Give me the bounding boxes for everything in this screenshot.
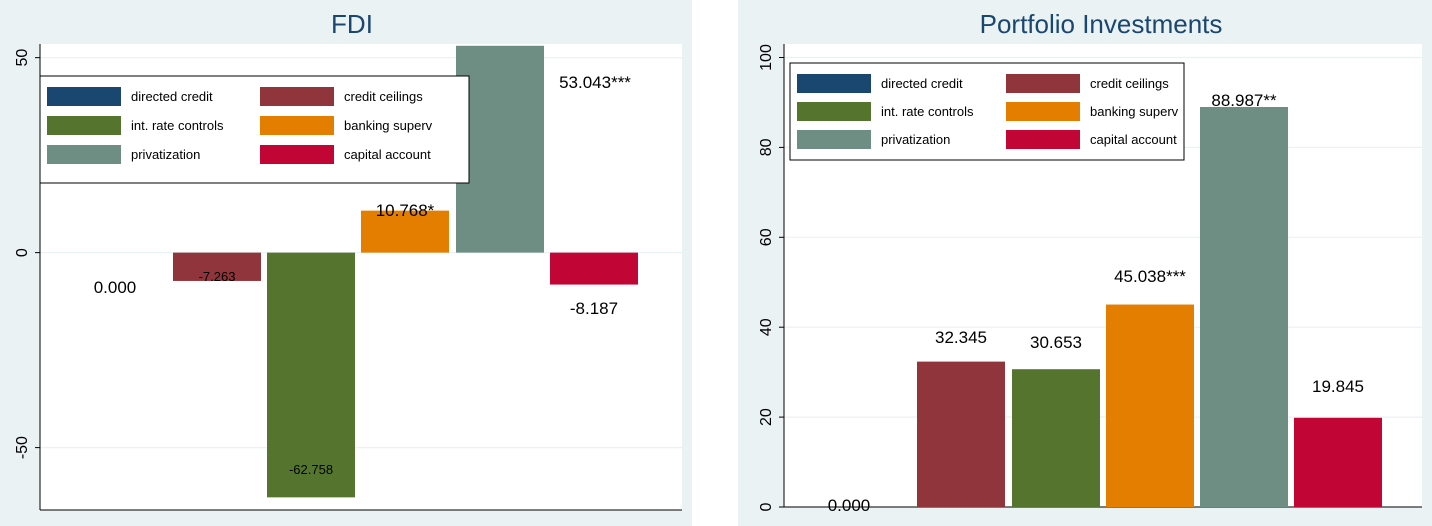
bar-value-label: 10.768* [376,201,435,220]
bar-value-label: -8.187 [570,299,618,318]
legend-label: int. rate controls [131,118,224,133]
bar-value-label: 0.000 [94,278,137,297]
bar-value-label: 30.653 [1030,333,1082,352]
bar [267,252,355,498]
bar [1200,106,1288,507]
y-tick-label: 0 [14,248,31,257]
bar [1012,369,1100,507]
legend-swatch [797,102,871,121]
chart-title: Portfolio Investments [980,9,1223,39]
legend-swatch [1006,102,1080,121]
y-tick-label: 60 [758,228,775,246]
legend-label: capital account [344,147,431,162]
bar [173,252,261,281]
bar-value-label: 0.000 [828,496,871,515]
legend-label: int. rate controls [881,104,974,119]
legend-swatch [797,130,871,149]
legend-label: privatization [881,132,950,147]
legend-swatch [797,74,871,93]
bar-value-label: -7.263 [199,269,236,284]
legend-label: banking superv [344,118,433,133]
bar [1106,304,1194,507]
legend-swatch [1006,130,1080,149]
y-tick-label: 100 [758,44,775,71]
bar [361,210,449,253]
legend-label: directed credit [881,76,963,91]
fdi-chart-svg: FDI -50 0 50 0.000 -7.263 -62.758 10.768* 53.043… [14,9,682,511]
legend-swatch [47,116,121,135]
legend-label: credit ceilings [1090,76,1169,91]
legend-label: capital account [1090,132,1177,147]
bar-value-label: 19.845 [1312,377,1364,396]
y-tick-label: 80 [758,138,775,156]
legend-swatch [1006,74,1080,93]
y-tick-label: 20 [758,408,775,426]
y-tick-label: -50 [14,436,31,459]
chart-panel-portfolio: Portfolio Investments 0 20 40 60 80 100 0.000 32… [738,0,1432,526]
bar-value-label: 88.987** [1211,91,1277,110]
legend-label: credit ceilings [344,89,423,104]
legend-label: privatization [131,147,200,162]
legend-swatch [260,116,334,135]
legend-swatch [47,87,121,106]
bar-value-label: 45.038*** [1114,267,1186,286]
bar [550,252,638,285]
y-tick-label: 50 [14,49,31,67]
y-tick-label: 40 [758,318,775,336]
portfolio-chart-svg: Portfolio Investments 0 20 40 60 80 100 0.000 32… [758,9,1422,515]
legend-swatch [47,145,121,164]
legend-swatch [260,87,334,106]
chart-title: FDI [331,9,373,39]
bar-value-label: 32.345 [935,328,987,347]
bar [456,45,544,253]
legend-label: banking superv [1090,104,1179,119]
bar [917,361,1005,507]
bar [1294,417,1382,507]
legend-swatch [260,145,334,164]
bar-value-label: 53.043*** [559,73,631,92]
chart-panel-fdi: FDI -50 0 50 0.000 -7.263 -62.758 10.768* 53.043… [0,0,692,526]
legend-label: directed credit [131,89,213,104]
y-tick-label: 0 [758,502,775,511]
bar-value-label: -62.758 [289,462,333,477]
